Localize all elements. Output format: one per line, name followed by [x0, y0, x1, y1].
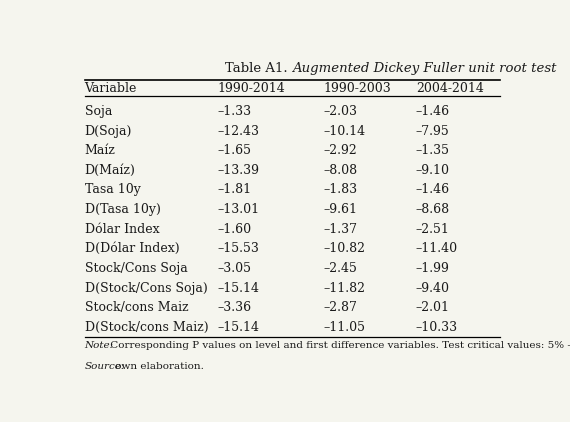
- Text: –2.87: –2.87: [323, 301, 357, 314]
- Text: Variable: Variable: [84, 82, 137, 95]
- Text: Source:: Source:: [84, 362, 125, 371]
- Text: 1990-2003: 1990-2003: [323, 82, 391, 95]
- Text: –2.45: –2.45: [323, 262, 357, 275]
- Text: –1.46: –1.46: [416, 184, 450, 197]
- Text: Maíz: Maíz: [84, 144, 115, 157]
- Text: –1.35: –1.35: [416, 144, 450, 157]
- Text: Stock/cons Maiz: Stock/cons Maiz: [84, 301, 188, 314]
- Text: –2.01: –2.01: [416, 301, 450, 314]
- Text: –3.36: –3.36: [217, 301, 251, 314]
- Text: –1.37: –1.37: [323, 223, 357, 236]
- Text: Corresponding P values on level and first difference variables. Test critical va: Corresponding P values on level and firs…: [108, 341, 570, 350]
- Text: –1.99: –1.99: [416, 262, 450, 275]
- Text: –8.08: –8.08: [323, 164, 357, 177]
- Text: D(Soja): D(Soja): [84, 124, 132, 138]
- Text: –1.46: –1.46: [416, 105, 450, 118]
- Text: –9.10: –9.10: [416, 164, 450, 177]
- Text: D(Dólar Index): D(Dólar Index): [84, 242, 179, 255]
- Text: Augmented Dickey Fuller unit root test: Augmented Dickey Fuller unit root test: [292, 62, 557, 75]
- Text: –15.53: –15.53: [217, 242, 259, 255]
- Text: –7.95: –7.95: [416, 124, 450, 138]
- Text: –8.68: –8.68: [416, 203, 450, 216]
- Text: –15.14: –15.14: [217, 321, 259, 334]
- Text: Note:: Note:: [84, 341, 113, 350]
- Text: –1.33: –1.33: [217, 105, 251, 118]
- Text: Dólar Index: Dólar Index: [84, 223, 159, 236]
- Text: –9.40: –9.40: [416, 281, 450, 295]
- Text: –10.14: –10.14: [323, 124, 365, 138]
- Text: –13.01: –13.01: [217, 203, 259, 216]
- Text: –2.51: –2.51: [416, 223, 450, 236]
- Text: –13.39: –13.39: [217, 164, 259, 177]
- Text: D(Maíz): D(Maíz): [84, 164, 136, 177]
- Text: –11.05: –11.05: [323, 321, 365, 334]
- Text: –15.14: –15.14: [217, 281, 259, 295]
- Text: own elaboration.: own elaboration.: [112, 362, 203, 371]
- Text: Stock/Cons Soja: Stock/Cons Soja: [84, 262, 188, 275]
- Text: D(Stock/cons Maiz): D(Stock/cons Maiz): [84, 321, 208, 334]
- Text: –11.40: –11.40: [416, 242, 458, 255]
- Text: –1.81: –1.81: [217, 184, 251, 197]
- Text: Tasa 10y: Tasa 10y: [84, 184, 140, 197]
- Text: –9.61: –9.61: [323, 203, 357, 216]
- Text: –2.92: –2.92: [323, 144, 357, 157]
- Text: –1.60: –1.60: [217, 223, 251, 236]
- Text: –12.43: –12.43: [217, 124, 259, 138]
- Text: –2.03: –2.03: [323, 105, 357, 118]
- Text: Soja: Soja: [84, 105, 112, 118]
- Text: Table A1.: Table A1.: [225, 62, 292, 75]
- Text: –3.05: –3.05: [217, 262, 251, 275]
- Text: –1.65: –1.65: [217, 144, 251, 157]
- Text: –10.82: –10.82: [323, 242, 365, 255]
- Text: D(Stock/Cons Soja): D(Stock/Cons Soja): [84, 281, 207, 295]
- Text: –1.83: –1.83: [323, 184, 357, 197]
- Text: 2004-2014: 2004-2014: [416, 82, 484, 95]
- Text: –10.33: –10.33: [416, 321, 458, 334]
- Text: –11.82: –11.82: [323, 281, 365, 295]
- Text: D(Tasa 10y): D(Tasa 10y): [84, 203, 160, 216]
- Text: 1990-2014: 1990-2014: [217, 82, 285, 95]
